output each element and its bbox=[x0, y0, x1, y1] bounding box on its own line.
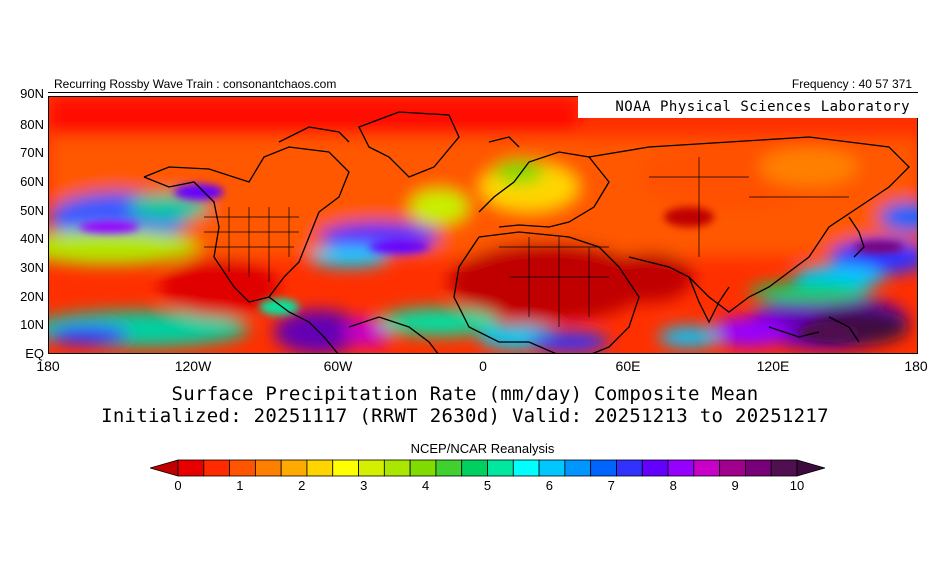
colorbar-swatch bbox=[641, 459, 669, 477]
colorbar-swatch bbox=[203, 459, 230, 477]
lat-label: 50N bbox=[20, 202, 44, 218]
colorbar-swatch bbox=[358, 459, 385, 477]
colorbar-tick-label: 4 bbox=[421, 478, 430, 493]
lat-label: 40N bbox=[20, 231, 44, 247]
lat-label: EQ bbox=[25, 346, 44, 361]
colorbar-tick-label: 8 bbox=[669, 478, 677, 493]
colorbar-swatch bbox=[332, 459, 359, 477]
lon-label: 180 bbox=[904, 358, 928, 374]
lon-label: 120E bbox=[756, 358, 790, 374]
header-left-text: Recurring Rossby Wave Train : consonantc… bbox=[54, 77, 337, 91]
colorbar-tick-label: 6 bbox=[545, 478, 554, 493]
lat-label: 80N bbox=[20, 116, 44, 132]
top-rule bbox=[48, 92, 918, 93]
colorbar-swatch bbox=[435, 459, 463, 477]
colorbar-swatch bbox=[719, 459, 746, 477]
colorbar-swatch bbox=[461, 459, 488, 477]
colorbar-tick-label: 1 bbox=[236, 478, 244, 493]
colorbar-swatch bbox=[590, 459, 617, 477]
colorbar-high-arrow bbox=[796, 459, 825, 477]
colorbar-tick-label: 0 bbox=[174, 478, 182, 493]
colorbar-swatch bbox=[177, 459, 205, 477]
colorbar-tick-label: 5 bbox=[483, 478, 492, 493]
colorbar-tick-label: 2 bbox=[298, 478, 306, 493]
lon-label: 120W bbox=[174, 358, 212, 374]
colorbar-swatch bbox=[487, 459, 514, 477]
data-source: NCEP/NCAR Reanalysis bbox=[410, 441, 555, 456]
precipitation-map bbox=[48, 96, 918, 354]
colorbar-swatch bbox=[667, 459, 695, 477]
coastlines bbox=[143, 111, 910, 353]
lon-label: 60W bbox=[323, 358, 353, 374]
borders bbox=[204, 157, 849, 327]
noaa-credit: NOAA Physical Sciences Laboratory bbox=[578, 96, 918, 118]
lat-label: 20N bbox=[20, 288, 44, 304]
lat-label: 30N bbox=[20, 260, 44, 275]
colorbar-swatch bbox=[254, 459, 282, 477]
colorbar-swatch bbox=[409, 459, 437, 477]
colorbar-swatch bbox=[512, 459, 540, 477]
colorbar-swatch bbox=[538, 459, 566, 477]
lat-label: 90N bbox=[20, 86, 44, 101]
colorbar bbox=[150, 459, 825, 477]
lat-label: 60N bbox=[20, 174, 44, 189]
colorbar-swatch bbox=[306, 459, 334, 477]
lon-label: 0 bbox=[479, 358, 487, 374]
colorbar-swatch bbox=[745, 459, 772, 477]
lat-label: 70N bbox=[20, 145, 44, 161]
lat-label: 10N bbox=[20, 317, 44, 333]
colorbar-tick-label: 7 bbox=[607, 478, 615, 493]
precip-detail bbox=[79, 184, 904, 342]
colorbar-tick-label: 9 bbox=[731, 478, 739, 493]
colorbar-swatch bbox=[770, 459, 798, 477]
header-right-text: Frequency : 40 57 371 bbox=[791, 77, 912, 91]
map-subtitle: Initialized: 20251117 (RRWT 2630d) Valid… bbox=[101, 405, 829, 427]
colorbar-swatch bbox=[616, 459, 643, 477]
lon-label: 60E bbox=[615, 358, 641, 374]
colorbar-swatch bbox=[229, 459, 256, 477]
colorbar-swatch bbox=[280, 459, 308, 477]
map-title: Surface Precipitation Rate (mm/day) Comp… bbox=[171, 383, 759, 405]
colorbar-tick-label: 3 bbox=[360, 478, 368, 493]
colorbar-tick-label: 10 bbox=[789, 478, 805, 493]
map-canvas bbox=[49, 97, 917, 353]
lon-label: 180 bbox=[36, 358, 60, 374]
colorbar-low-arrow bbox=[150, 459, 179, 477]
colorbar-swatch bbox=[693, 459, 721, 477]
colorbar-swatch bbox=[564, 459, 592, 477]
colorbar-swatch bbox=[383, 459, 411, 477]
